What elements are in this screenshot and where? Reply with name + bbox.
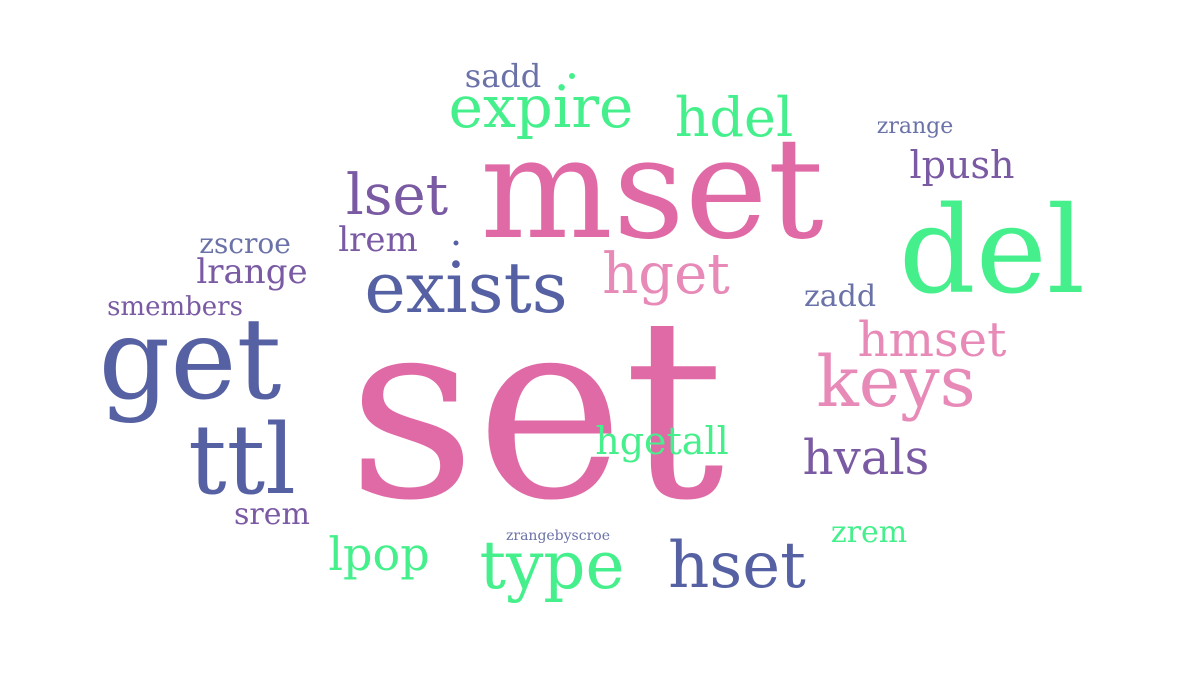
word-zrangebyscroe: zrangebyscroe [506,528,610,544]
word-lrem: lrem [338,220,418,260]
word-hset: hset [668,529,806,603]
word-lrange: lrange [196,252,308,292]
word-set: set [347,264,725,555]
word-del: del [898,182,1086,321]
word-hvals: hvals [802,430,930,486]
word-zscroe: zscroe [199,227,291,260]
word-ttl: ttl [188,404,296,516]
word-get: get [98,295,282,425]
word-lpop: lpop [328,527,430,581]
word-smembers: smembers [107,292,243,322]
word-hgetall: hgetall [595,419,729,463]
word-exists: exists [364,247,568,329]
word-sadd: sadd [464,57,542,95]
word-lset: lset [345,163,449,228]
word-zadd: zadd [803,279,877,314]
word-type: type [479,527,625,604]
word-hmset: hmset [857,312,1007,368]
word-mset: mset [480,108,824,271]
word-keys: keys [816,341,976,423]
word-hdel: hdel [674,86,794,149]
word-lpush: lpush [909,143,1015,187]
dot-mark [453,240,459,246]
word-hget: hget [602,242,730,307]
dot-mark [569,73,575,79]
word-srem: srem [234,497,310,532]
word-zrem: zrem [830,515,908,550]
word-zrange: zrange [876,114,954,139]
word-expire: expire [448,73,634,141]
